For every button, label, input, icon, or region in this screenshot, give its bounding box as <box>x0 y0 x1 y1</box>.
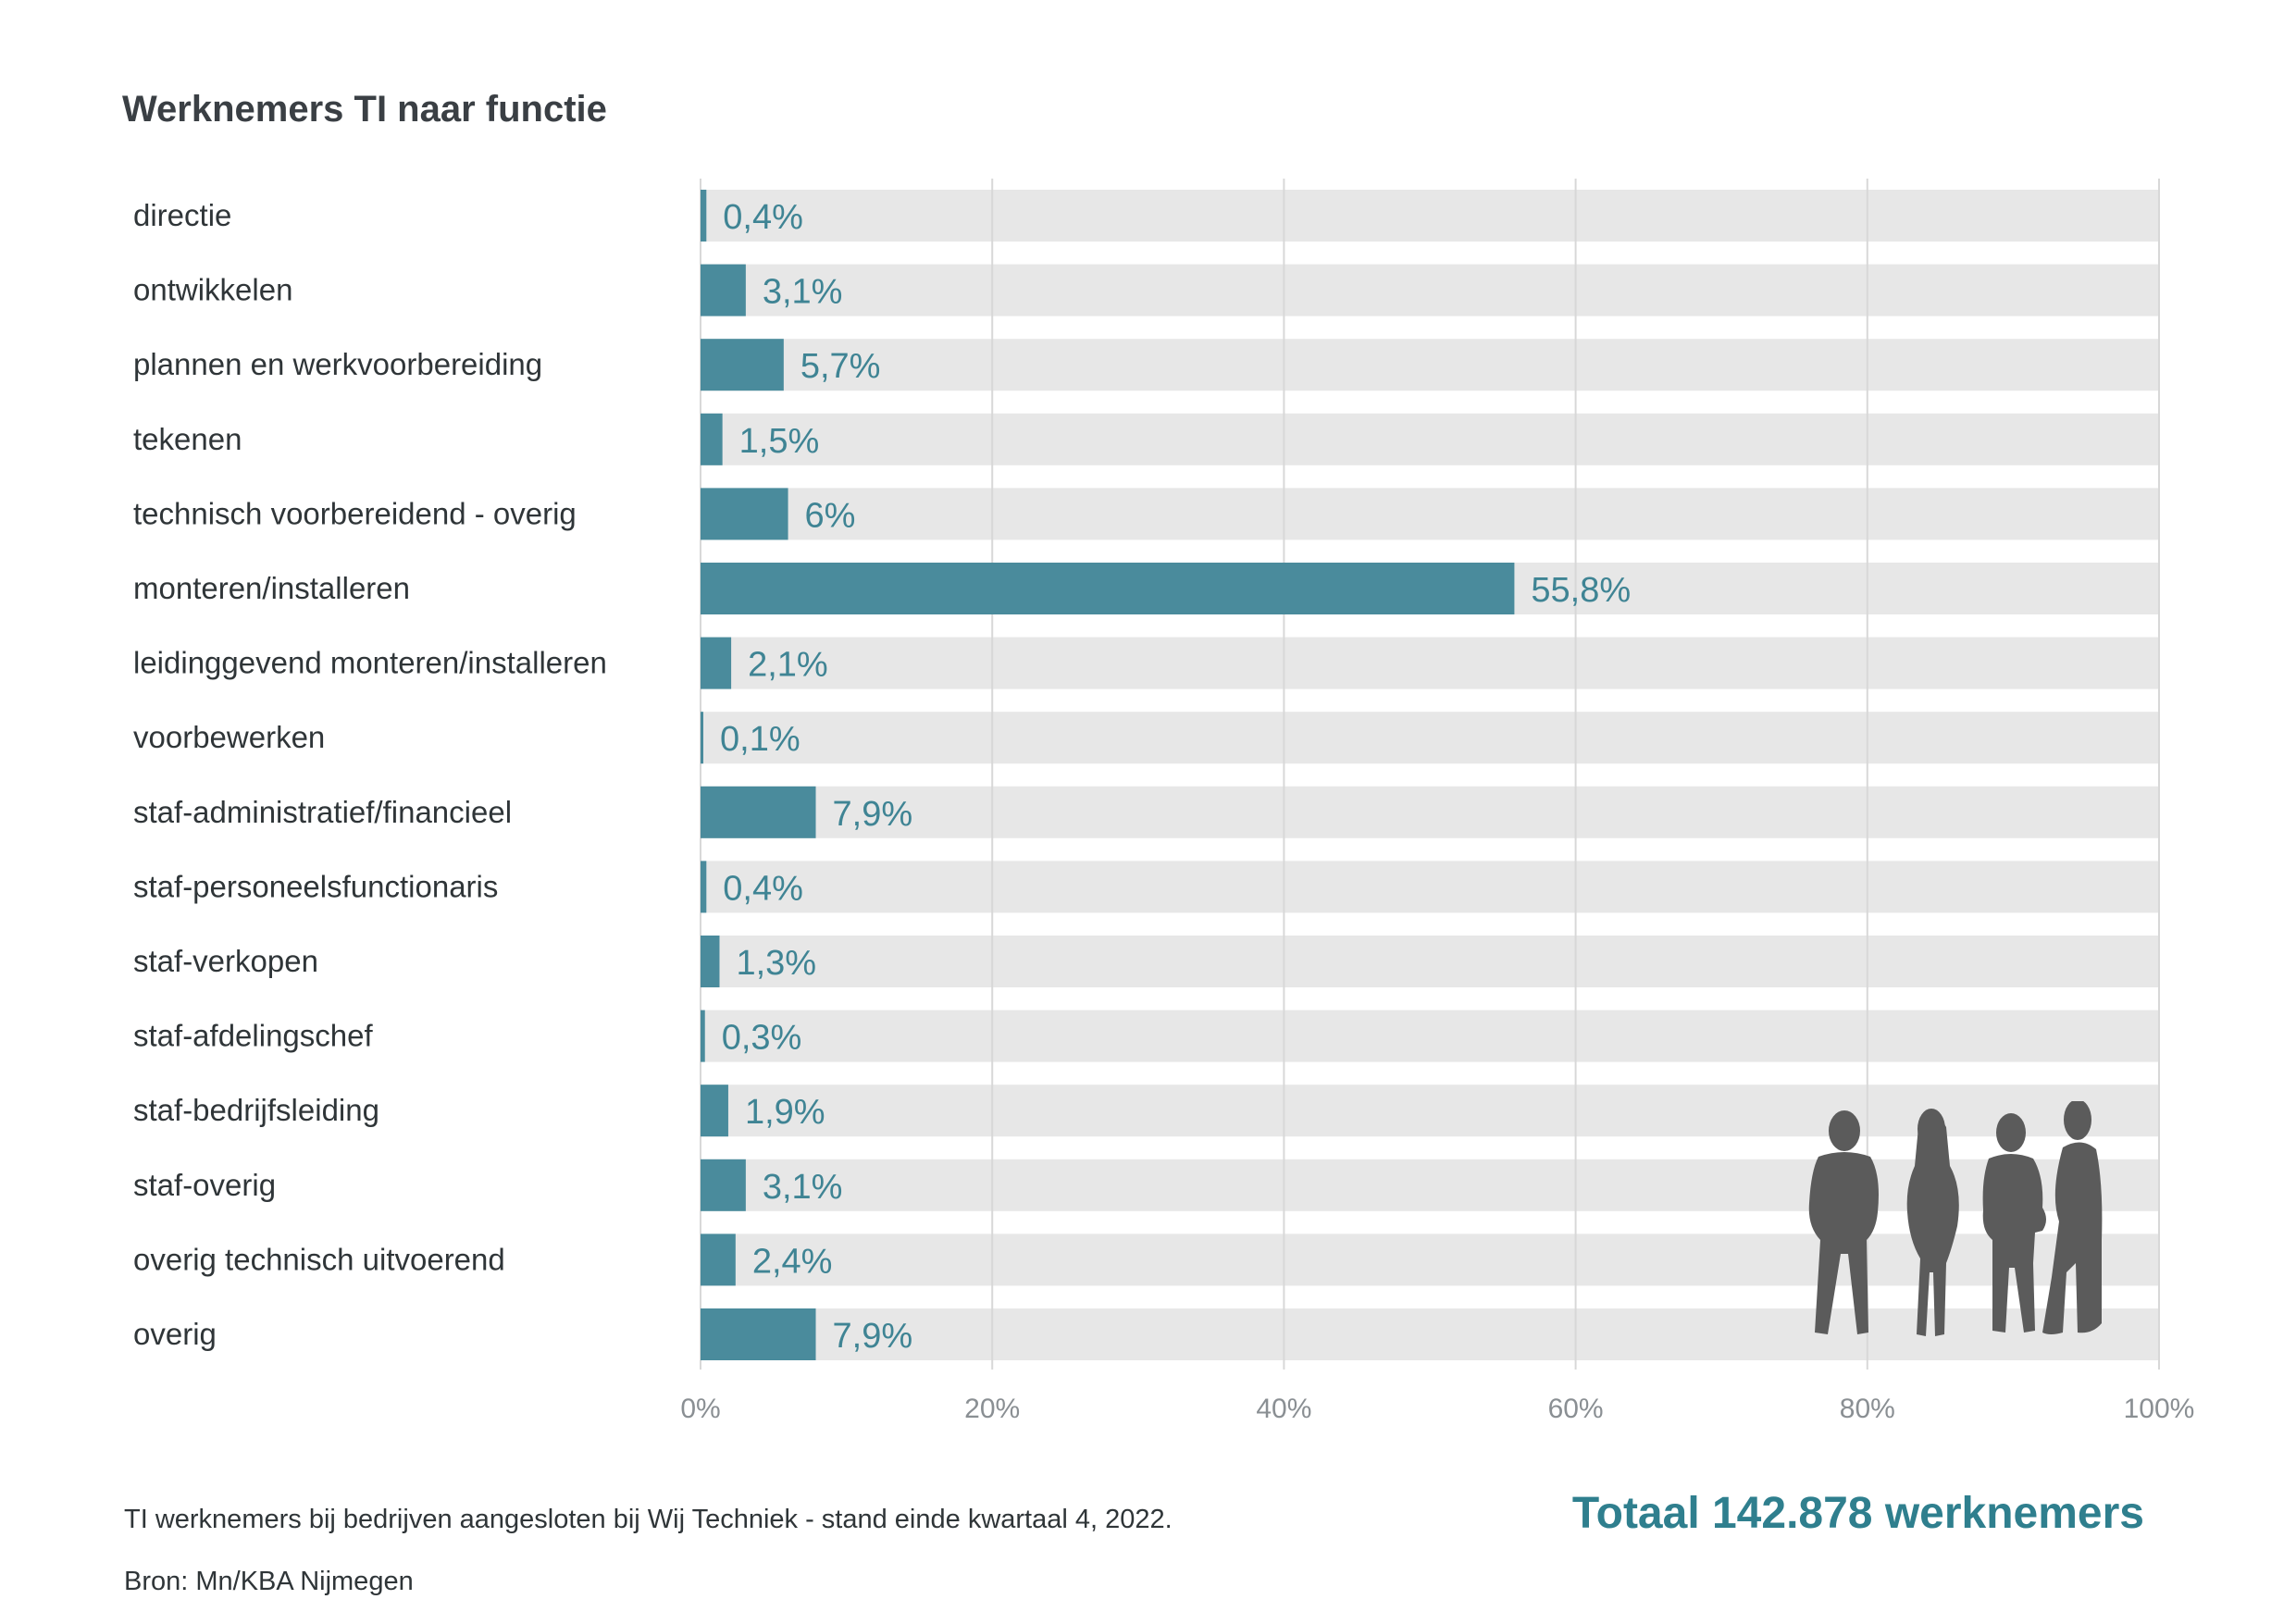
category-label: staf-verkopen <box>133 944 318 978</box>
x-tick-label: 20% <box>964 1394 1020 1424</box>
bar-track <box>701 1308 2159 1360</box>
bar-track <box>701 861 2159 913</box>
value-label: 2,1% <box>748 646 828 685</box>
value-label: 2,4% <box>752 1242 833 1281</box>
category-label: leidinggevend monteren/installeren <box>133 646 607 680</box>
bar-track <box>701 264 2159 316</box>
category-label: tekenen <box>133 422 242 456</box>
bar <box>701 637 732 689</box>
bar-track <box>701 637 2159 689</box>
bar-track <box>701 936 2159 987</box>
bar-track <box>701 488 2159 540</box>
bar <box>701 786 816 838</box>
bar <box>701 936 720 987</box>
bar-track <box>701 190 2159 242</box>
bars <box>701 190 1515 1360</box>
chart-note: TI werknemers bij bedrijven aangesloten … <box>124 1505 1173 1534</box>
bar <box>701 1308 816 1360</box>
category-label: staf-overig <box>133 1168 276 1202</box>
x-tick-label: 80% <box>1840 1394 1895 1424</box>
bar-track <box>701 1010 2159 1062</box>
category-label: ontwikkelen <box>133 273 292 307</box>
category-label: monteren/installeren <box>133 571 410 605</box>
value-label: 7,9% <box>833 795 913 834</box>
bar <box>701 339 784 391</box>
bar <box>701 264 746 316</box>
category-label: overig <box>133 1317 217 1351</box>
bar <box>701 1010 705 1062</box>
value-label: 0,3% <box>722 1019 802 1058</box>
bar-track <box>701 786 2159 838</box>
bar <box>701 1233 736 1286</box>
value-label: 0,1% <box>720 720 800 759</box>
bar <box>701 861 707 913</box>
bar <box>701 190 707 242</box>
bar <box>701 488 788 540</box>
value-label: 5,7% <box>800 347 881 386</box>
total-employees: Totaal 142.878 werknemers <box>1571 1489 2144 1538</box>
bar <box>701 413 723 465</box>
bar-track <box>701 413 2159 465</box>
category-label: directie <box>133 198 231 232</box>
value-label: 1,3% <box>736 944 816 983</box>
chart-source: Bron: Mn/KBA Nijmegen <box>124 1567 414 1596</box>
x-tick-label: 60% <box>1548 1394 1604 1424</box>
value-label: 0,4% <box>723 869 803 908</box>
value-label: 3,1% <box>763 1168 843 1207</box>
bar-track <box>701 712 2159 764</box>
chart-title: Werknemers TI naar functie <box>122 89 607 130</box>
value-label: 6% <box>805 496 856 535</box>
bar-tracks <box>701 190 2159 1360</box>
x-tick-label: 0% <box>680 1394 720 1424</box>
category-label: technisch voorbereidend - overig <box>133 496 577 530</box>
x-tick-label: 40% <box>1256 1394 1311 1424</box>
bar <box>701 712 703 764</box>
category-label: plannen en werkvoorbereiding <box>133 347 542 381</box>
value-labels: 0,4% 3,1% 5,7% 1,5% 6% 55,8% 2,1% 0,1% 7,9% 0,4% 1… <box>720 198 1631 1356</box>
category-label: staf-afdelingschef <box>133 1019 373 1053</box>
bar-track <box>701 1085 2159 1137</box>
category-label: staf-bedrijfsleiding <box>133 1093 379 1127</box>
category-label: staf-personeelsfunctionaris <box>133 869 498 903</box>
category-label: voorbewerken <box>133 720 325 754</box>
category-label: staf-administratief/financieel <box>133 795 512 829</box>
category-labels: directie ontwikkelen plannen en werkvoorbe… <box>133 198 607 1351</box>
value-label: 55,8% <box>1531 571 1631 610</box>
bar <box>701 1085 728 1137</box>
people-silhouettes-icon <box>1808 1101 2103 1336</box>
value-label: 3,1% <box>763 273 843 312</box>
value-label: 7,9% <box>833 1317 913 1356</box>
bar <box>701 563 1515 614</box>
gridlines <box>700 179 2160 1370</box>
bar <box>701 1159 746 1211</box>
value-label: 1,5% <box>739 422 820 461</box>
value-label: 0,4% <box>723 198 803 237</box>
category-label: overig technisch uitvoerend <box>133 1242 505 1276</box>
x-axis-tick-labels: 0% 20% 40% 60% 80% 100% <box>680 1394 2194 1424</box>
value-label: 1,9% <box>745 1093 825 1132</box>
x-tick-label: 100% <box>2124 1394 2195 1424</box>
bar-track <box>701 339 2159 391</box>
